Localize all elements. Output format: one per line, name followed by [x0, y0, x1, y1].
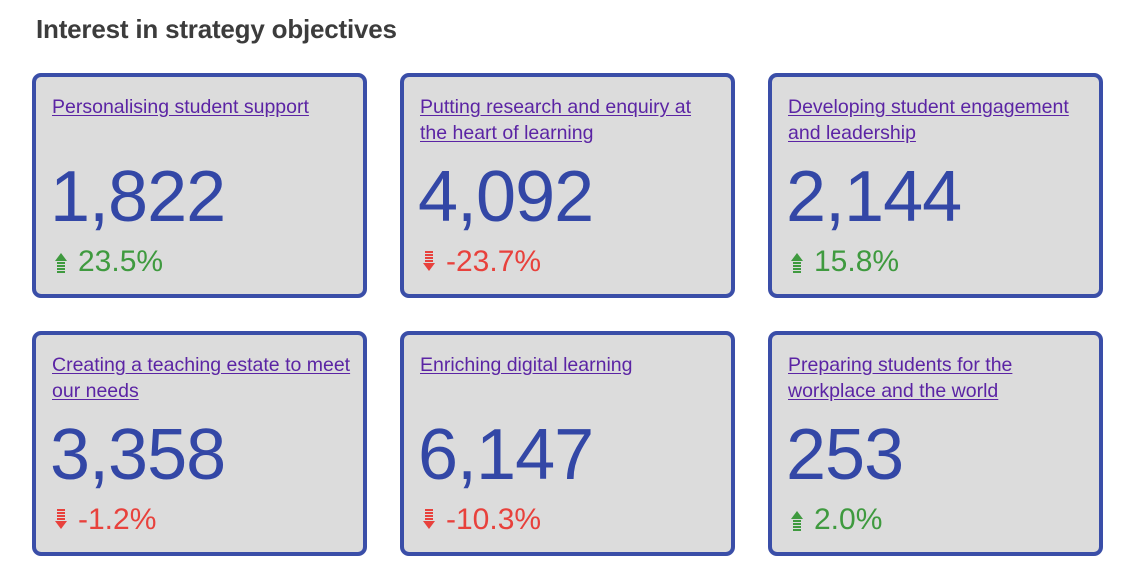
objective-count: 6,147: [418, 415, 594, 495]
arrow-up-icon: [790, 509, 804, 531]
objective-count: 2,144: [786, 157, 962, 237]
objective-title-link[interactable]: Putting research and enquiry at the hear…: [420, 96, 692, 144]
objective-count: 3,358: [50, 415, 226, 495]
objective-change-value: -23.7%: [446, 245, 542, 278]
page-title: Interest in strategy objectives: [36, 14, 397, 44]
arrow-down-icon: [422, 509, 436, 531]
objective-change: 15.8%: [790, 245, 899, 279]
arrow-down-icon: [54, 509, 68, 531]
objective-title-link[interactable]: Developing student engagement and leader…: [788, 96, 1069, 144]
objective-card-teaching-estate[interactable]: Creating a teaching estate to meet our n…: [32, 331, 367, 556]
objective-change-value: -10.3%: [446, 503, 542, 536]
objective-title-link[interactable]: Preparing students for the workplace and…: [788, 354, 1013, 402]
arrow-up-icon: [790, 251, 804, 273]
objective-title-link[interactable]: Enriching digital learning: [420, 354, 633, 376]
objective-card-personalising-student-support[interactable]: Personalising student support 1,822 23.5…: [32, 73, 367, 298]
arrow-up-icon: [54, 251, 68, 273]
objective-title-link[interactable]: Creating a teaching estate to meet our n…: [52, 354, 351, 402]
objective-card-digital-learning[interactable]: Enriching digital learning 6,147 -10.3%: [400, 331, 735, 556]
objective-count: 4,092: [418, 157, 594, 237]
objective-change-value: 2.0%: [814, 503, 883, 536]
objective-card-research-and-enquiry[interactable]: Putting research and enquiry at the hear…: [400, 73, 735, 298]
objective-change: -10.3%: [422, 503, 541, 537]
objective-title-link[interactable]: Personalising student support: [52, 96, 309, 118]
objective-change: 2.0%: [790, 503, 882, 537]
objective-count: 253: [786, 415, 904, 495]
objective-change-value: 23.5%: [78, 245, 164, 278]
objective-change-value: -1.2%: [78, 503, 157, 536]
objective-change: -23.7%: [422, 245, 541, 279]
objective-card-workplace-and-world[interactable]: Preparing students for the workplace and…: [768, 331, 1103, 556]
objective-change: -1.2%: [54, 503, 156, 537]
objective-card-student-engagement[interactable]: Developing student engagement and leader…: [768, 73, 1103, 298]
objective-change-value: 15.8%: [814, 245, 900, 278]
arrow-down-icon: [422, 251, 436, 273]
objective-count: 1,822: [50, 157, 226, 237]
objective-change: 23.5%: [54, 245, 163, 279]
